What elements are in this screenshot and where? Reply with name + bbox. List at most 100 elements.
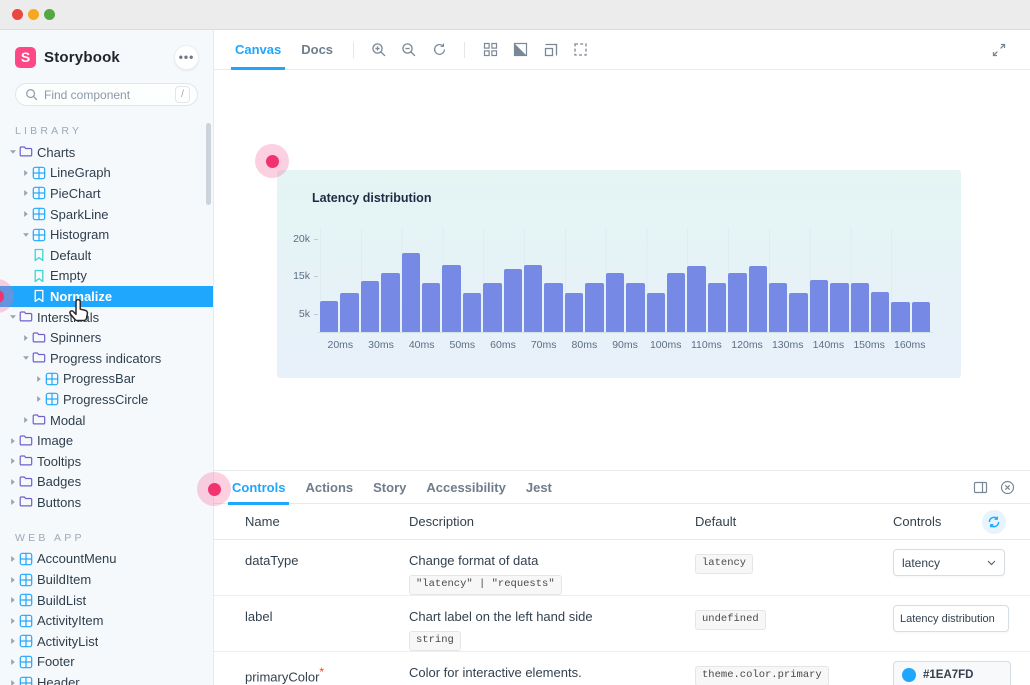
- sidebar-item-activitylist[interactable]: ActivityList: [0, 631, 213, 652]
- addon-tab-jest[interactable]: Jest: [525, 480, 552, 495]
- x-tick-label: 100ms: [649, 339, 682, 351]
- chevron-right-icon[interactable]: [6, 457, 19, 465]
- sidebar-item-interstitials[interactable]: Interstitials: [0, 307, 213, 328]
- search-box[interactable]: /: [15, 83, 198, 106]
- search-input[interactable]: [44, 87, 175, 102]
- sidebar-item-default[interactable]: Default: [0, 245, 213, 266]
- component-icon: [32, 186, 50, 200]
- sync-reset-icon[interactable]: [982, 510, 1006, 534]
- addon-tab-accessibility[interactable]: Accessibility: [426, 480, 506, 495]
- histogram-bar: [809, 280, 829, 332]
- chevron-down-icon: [987, 560, 996, 565]
- chevron-right-icon[interactable]: [6, 555, 19, 563]
- minimize-window-button[interactable]: [28, 9, 39, 20]
- sidebar-item-badges[interactable]: Badges: [0, 472, 213, 493]
- item-label: Badges: [37, 474, 82, 490]
- outline-icon[interactable]: [568, 38, 592, 62]
- storybook-logo-icon: S: [15, 46, 36, 68]
- prop-type-chip: "latency" | "requests": [409, 575, 562, 596]
- sidebar-item-accountmenu[interactable]: AccountMenu: [0, 549, 213, 570]
- sidebar-item-progress-indicators[interactable]: Progress indicators: [0, 348, 213, 369]
- chevron-right-icon[interactable]: [19, 210, 32, 218]
- sidebar-item-progresscircle[interactable]: ProgressCircle: [0, 389, 213, 410]
- sidebar-item-modal[interactable]: Modal: [0, 410, 213, 431]
- histogram-bar: [360, 281, 380, 332]
- sidebar-item-progressbar[interactable]: ProgressBar: [0, 369, 213, 390]
- grid-icon[interactable]: [478, 38, 502, 62]
- close-window-button[interactable]: [12, 9, 23, 20]
- prop-name: dataType: [245, 553, 299, 568]
- histogram-bar: [483, 283, 502, 332]
- sidebar-item-charts[interactable]: Charts: [0, 142, 213, 163]
- sidebar-item-activityitem[interactable]: ActivityItem: [0, 610, 213, 631]
- x-tick-label: 40ms: [408, 339, 435, 351]
- sidebar-item-spinners[interactable]: Spinners: [0, 327, 213, 348]
- addon-tabs: Controls Actions Story Accessibility Jest: [214, 471, 1030, 505]
- chevron-right-icon[interactable]: [6, 617, 19, 625]
- zoom-window-button[interactable]: [44, 9, 55, 20]
- sidebar-item-normalize[interactable]: Normalize: [0, 286, 213, 307]
- chevron-right-icon[interactable]: [19, 169, 32, 177]
- sidebar-item-buttons[interactable]: Buttons: [0, 492, 213, 513]
- histogram-bar: [768, 283, 788, 332]
- sidebar-item-buildlist[interactable]: BuildList: [0, 590, 213, 611]
- tab-docs[interactable]: Docs: [301, 42, 334, 57]
- chevron-down-icon[interactable]: [6, 313, 19, 321]
- sidebar-item-linegraph[interactable]: LineGraph: [0, 163, 213, 184]
- component-icon: [19, 614, 37, 628]
- chevron-right-icon[interactable]: [6, 498, 19, 506]
- fullscreen-icon[interactable]: [987, 38, 1011, 62]
- component-icon: [19, 634, 37, 648]
- close-panel-icon[interactable]: [998, 479, 1016, 497]
- chevron-right-icon[interactable]: [32, 375, 45, 383]
- chevron-right-icon[interactable]: [19, 189, 32, 197]
- folder-icon: [19, 310, 37, 324]
- chevron-down-icon[interactable]: [19, 354, 32, 362]
- chevron-right-icon[interactable]: [6, 437, 19, 445]
- addon-tab-story[interactable]: Story: [373, 480, 407, 495]
- addon-tab-actions[interactable]: Actions: [305, 480, 354, 495]
- chevron-right-icon[interactable]: [19, 416, 32, 424]
- dataType-select-control[interactable]: latency: [893, 549, 1005, 576]
- item-label: BuildList: [37, 592, 87, 608]
- sidebar-item-builditem[interactable]: BuildItem: [0, 569, 213, 590]
- search-icon: [26, 89, 38, 101]
- sidebar-item-sparkline[interactable]: SparkLine: [0, 204, 213, 225]
- chevron-right-icon[interactable]: [6, 679, 19, 685]
- chevron-right-icon[interactable]: [6, 658, 19, 666]
- sidebar-item-tooltips[interactable]: Tooltips: [0, 451, 213, 472]
- controls-table-body: dataType Change format of data "latency" |…: [214, 540, 1030, 685]
- chevron-right-icon[interactable]: [6, 576, 19, 584]
- sidebar-scrollbar[interactable]: [206, 123, 211, 205]
- table-row-primarycolor: primaryColor* Color for interactive eleme…: [214, 652, 1030, 685]
- primaryColor-color-control[interactable]: #1EA7FD: [893, 661, 1011, 685]
- sidebar-item-image[interactable]: Image: [0, 430, 213, 451]
- item-label: SparkLine: [50, 206, 109, 222]
- zoom-in-icon[interactable]: [367, 38, 391, 62]
- chevron-down-icon[interactable]: [19, 231, 32, 239]
- label-text-control[interactable]: Latency distribution: [893, 605, 1009, 633]
- histogram-bar: [728, 273, 747, 332]
- zoom-reset-icon[interactable]: [427, 38, 451, 62]
- tab-canvas[interactable]: Canvas: [225, 30, 291, 70]
- chevron-right-icon[interactable]: [6, 478, 19, 486]
- ellipsis-menu-icon[interactable]: •••: [174, 44, 199, 70]
- y-tick-label: 5k: [298, 308, 310, 320]
- chevron-right-icon[interactable]: [6, 637, 19, 645]
- sidebar-item-histogram[interactable]: Histogram: [0, 224, 213, 245]
- zoom-out-icon[interactable]: [397, 38, 421, 62]
- chevron-right-icon[interactable]: [19, 334, 32, 342]
- chevron-right-icon[interactable]: [32, 395, 45, 403]
- sidebar-item-piechart[interactable]: PieChart: [0, 183, 213, 204]
- sidebar-item-footer[interactable]: Footer: [0, 652, 213, 673]
- sidebar-item-header[interactable]: Header: [0, 672, 213, 685]
- sidebar-item-empty[interactable]: Empty: [0, 266, 213, 287]
- chevron-down-icon[interactable]: [6, 148, 19, 156]
- measure-icon[interactable]: [538, 38, 562, 62]
- story-icon: [32, 289, 50, 303]
- histogram-bar: [462, 293, 482, 332]
- background-icon[interactable]: [508, 38, 532, 62]
- panel-position-icon[interactable]: [971, 479, 989, 497]
- addon-tab-controls[interactable]: Controls: [222, 471, 295, 505]
- chevron-right-icon[interactable]: [6, 596, 19, 604]
